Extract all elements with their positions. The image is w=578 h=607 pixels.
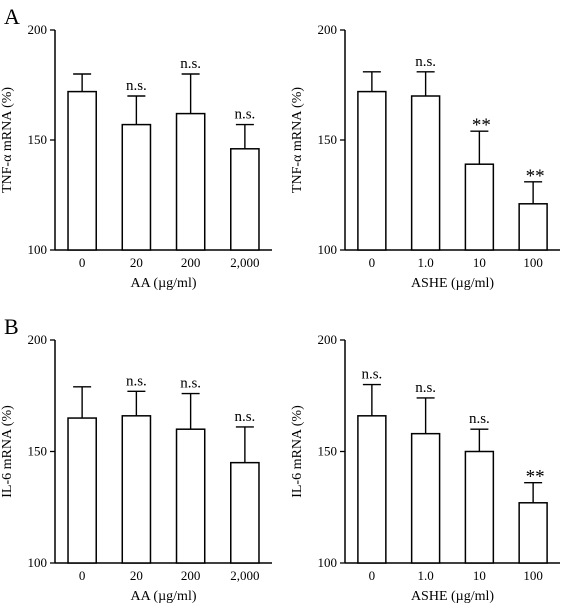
x-tick-label: 1.0 [418, 255, 434, 270]
y-axis-title: TNF-α mRNA (%) [0, 87, 15, 193]
bar-20 [121, 415, 152, 564]
bar-10 [464, 163, 495, 251]
significance-label: n.s. [126, 373, 147, 389]
bar-100 [518, 203, 548, 251]
x-tick-label: 10 [473, 568, 486, 583]
y-tick-label: 150 [318, 444, 338, 459]
y-tick-label: 150 [318, 132, 338, 147]
chart-4: 100 150 200 IL-6 mRNA (%) ASHE (µg/ml) 0 n.s. 1… [290, 332, 560, 604]
chart-2: 100 150 200 TNF-α mRNA (%) ASHE (µg/ml) 0 1.0 n… [290, 22, 560, 291]
y-axis-title: IL-6 mRNA (%) [0, 405, 15, 498]
y-axis-title: TNF-α mRNA (%) [290, 87, 305, 193]
x-axis-title: ASHE (µg/ml) [411, 589, 494, 604]
y-tick-label: 150 [28, 132, 48, 147]
bar-0 [67, 90, 97, 251]
bar-20 [121, 123, 152, 251]
panel-letter-a: A [4, 4, 20, 29]
significance-label: n.s. [126, 78, 147, 94]
bar-2,000 [230, 148, 260, 251]
x-axis-title: AA (µg/ml) [130, 276, 196, 291]
x-axis-title: ASHE (µg/ml) [411, 276, 494, 291]
panel-letter-b: B [4, 314, 19, 339]
significance-label: ** [472, 115, 491, 136]
y-tick-label: 200 [318, 22, 338, 37]
y-tick-label: 200 [318, 332, 338, 347]
x-tick-label: 0 [79, 255, 86, 270]
bar-200 [175, 112, 206, 251]
bar-0 [357, 90, 387, 251]
significance-label: ** [526, 467, 545, 488]
y-tick-label: 100 [28, 242, 48, 257]
x-tick-label: 2,000 [230, 255, 259, 270]
bar-10 [464, 450, 495, 564]
x-tick-label: 100 [523, 255, 543, 270]
x-tick-label: 20 [130, 568, 143, 583]
bar-1.0 [410, 95, 441, 251]
significance-label: n.s. [180, 56, 201, 72]
chart-1: 100 150 200 TNF-α mRNA (%) AA (µg/ml) 0 20 n.s.… [0, 22, 272, 291]
x-tick-label: 200 [181, 568, 201, 583]
x-tick-label: 0 [369, 255, 376, 270]
y-tick-label: 200 [28, 22, 48, 37]
x-tick-label: 100 [523, 568, 543, 583]
significance-label: n.s. [234, 409, 255, 425]
x-tick-label: 20 [130, 255, 143, 270]
y-tick-label: 100 [318, 242, 338, 257]
bar-200 [175, 428, 206, 564]
y-tick-label: 200 [28, 332, 48, 347]
x-tick-label: 2,000 [230, 568, 259, 583]
bar-0 [67, 417, 97, 564]
bar-0 [357, 415, 387, 564]
x-tick-label: 0 [79, 568, 86, 583]
significance-label: n.s. [415, 380, 436, 396]
significance-label: n.s. [234, 107, 255, 123]
bar-2,000 [230, 461, 260, 564]
significance-label: ** [526, 166, 545, 187]
x-tick-label: 10 [473, 255, 486, 270]
bar-1.0 [410, 432, 441, 564]
y-axis-title: IL-6 mRNA (%) [290, 405, 305, 498]
chart-3: 100 150 200 IL-6 mRNA (%) AA (µg/ml) 0 20 n.s. 2… [0, 332, 272, 604]
x-tick-label: 200 [181, 255, 201, 270]
x-tick-label: 1.0 [418, 568, 434, 583]
y-tick-label: 100 [28, 555, 48, 570]
significance-label: n.s. [361, 367, 382, 383]
x-tick-label: 0 [369, 568, 376, 583]
x-axis-title: AA (µg/ml) [130, 589, 196, 604]
y-tick-label: 100 [318, 555, 338, 570]
bar-100 [518, 502, 548, 564]
significance-label: n.s. [415, 54, 436, 70]
significance-label: n.s. [180, 376, 201, 392]
significance-label: n.s. [469, 411, 490, 427]
y-tick-label: 150 [28, 444, 48, 459]
